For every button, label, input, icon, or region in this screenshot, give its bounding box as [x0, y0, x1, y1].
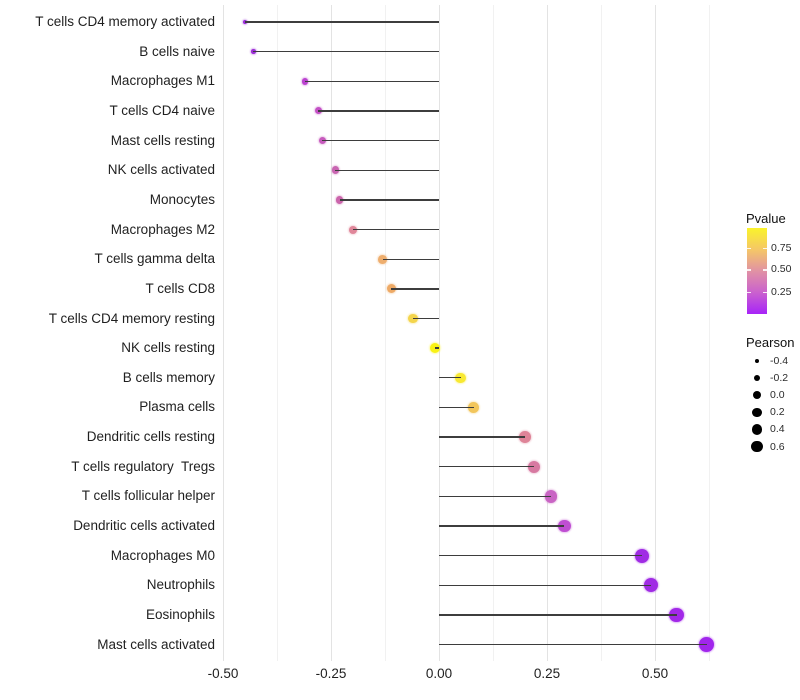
colorbar-tick-label: 0.75: [771, 241, 792, 254]
lollipop-stem: [439, 466, 535, 468]
x-axis-tick-label: -0.50: [207, 666, 239, 681]
data-point-dot: [669, 607, 684, 623]
lollipop-stem: [244, 21, 439, 23]
lollipop-stem: [335, 169, 439, 171]
pearson-size-legend-dot: [751, 440, 763, 453]
y-axis-label: Macrophages M2: [110, 221, 215, 237]
y-axis-label: T cells gamma delta: [94, 251, 215, 267]
lollipop-stem: [391, 288, 439, 290]
lollipop-stem: [439, 643, 707, 646]
y-axis-label: Mast cells activated: [97, 636, 215, 652]
y-axis-label: B cells naive: [139, 43, 215, 59]
colorbar-tick-label: 0.25: [771, 285, 792, 298]
lollipop-stem: [253, 50, 439, 53]
major-gridline: [655, 5, 656, 661]
minor-gridline: [493, 5, 494, 661]
lollipop-stem: [439, 495, 552, 498]
y-axis-label: Dendritic cells resting: [86, 429, 215, 445]
y-axis-label: T cells regulatory Tregs: [71, 458, 215, 474]
minor-gridline: [709, 5, 710, 661]
major-gridline: [223, 5, 224, 661]
data-point-dot: [455, 372, 466, 384]
lollipop-stem: [318, 110, 439, 112]
y-axis-label: T cells CD8: [145, 280, 215, 296]
colorbar-tick-mark: [763, 291, 767, 293]
lollipop-stem: [439, 525, 565, 527]
lollipop-stem: [339, 199, 439, 201]
y-axis-label: T cells CD4 memory resting: [48, 310, 215, 326]
colorbar-tick-label: 0.50: [771, 263, 792, 275]
y-axis-label: Neutrophils: [146, 577, 215, 593]
major-gridline: [331, 5, 332, 661]
y-axis-label: Eosinophils: [145, 607, 215, 622]
y-axis-label: NK cells resting: [121, 340, 215, 356]
pearson-size-legend-label: -0.2: [770, 372, 789, 385]
data-point-dot: [643, 578, 658, 593]
colorbar-tick-mark: [763, 247, 767, 249]
minor-gridline: [601, 5, 602, 661]
pearson-size-legend-dot: [753, 374, 761, 382]
data-point-dot: [468, 402, 479, 413]
pearson-size-legend-dot: [752, 407, 762, 418]
lollipop-stem: [439, 406, 474, 409]
colorbar-tick-mark: [747, 247, 751, 249]
y-axis-label: T cells CD4 naive: [109, 102, 215, 118]
x-axis-tick-label: 0.25: [533, 666, 561, 681]
pearson-size-legend-dot: [751, 424, 763, 435]
minor-gridline: [385, 5, 386, 661]
x-axis-tick-label: -0.25: [315, 666, 347, 681]
minor-gridline: [277, 5, 278, 661]
y-axis-label: T cells CD4 memory activated: [35, 14, 215, 29]
lollipop-stem: [322, 139, 439, 142]
data-point-dot: [635, 548, 649, 563]
y-axis-label: Macrophages M1: [110, 73, 215, 89]
y-axis-label: Plasma cells: [139, 399, 215, 415]
data-point-dot: [699, 637, 715, 653]
pearson-size-legend-label: 0.4: [770, 423, 785, 436]
y-axis-label: Macrophages M0: [110, 547, 215, 563]
data-point-dot: [331, 166, 340, 175]
colorbar-tick-mark: [747, 291, 751, 293]
y-axis-label: B cells memory: [122, 369, 215, 385]
major-gridline: [439, 5, 440, 661]
lollipop-stem: [439, 555, 643, 557]
pearson-size-legend-label: 0.0: [770, 389, 785, 402]
y-axis-label: T cells follicular helper: [81, 488, 215, 504]
y-axis-label: Dendritic cells activated: [73, 518, 215, 534]
plot-panel: [219, 5, 731, 661]
lollipop-stem: [413, 317, 439, 320]
y-axis-label: NK cells activated: [107, 162, 215, 178]
data-point-dot: [558, 519, 571, 533]
lollipop-stem: [305, 80, 439, 82]
pvalue-colorbar: [747, 228, 767, 314]
data-point-dot: [408, 313, 418, 324]
pearson-size-legend-dot: [752, 391, 762, 400]
colorbar-tick-mark: [763, 269, 767, 271]
x-axis-tick-label: 0.50: [641, 666, 669, 681]
pearson-size-legend-label: 0.6: [770, 440, 785, 453]
major-gridline: [547, 5, 548, 661]
lollipop-stem: [434, 347, 439, 349]
data-point-dot: [318, 137, 326, 145]
lollipop-stem: [439, 377, 461, 379]
legend-pearson-title: Pearson: [746, 335, 795, 350]
lollipop-stem: [352, 228, 439, 231]
y-axis-label: Monocytes: [149, 191, 215, 207]
lollipop-stem: [439, 584, 651, 587]
lollipop-stem: [382, 258, 439, 260]
legend-pvalue-title: Pvalue: [746, 211, 786, 226]
y-axis-label: Mast cells resting: [110, 132, 215, 148]
pearson-size-legend-label: 0.2: [770, 406, 785, 419]
colorbar-tick-mark: [747, 269, 751, 271]
lollipop-stem: [439, 614, 677, 616]
data-point-dot: [301, 77, 309, 85]
data-point-dot: [429, 343, 440, 354]
lollipop-stem: [439, 436, 526, 438]
pearson-size-legend-label: -0.4: [770, 355, 789, 367]
pearson-size-legend-dot: [754, 358, 760, 364]
x-axis-tick-label: 0.00: [425, 666, 453, 681]
